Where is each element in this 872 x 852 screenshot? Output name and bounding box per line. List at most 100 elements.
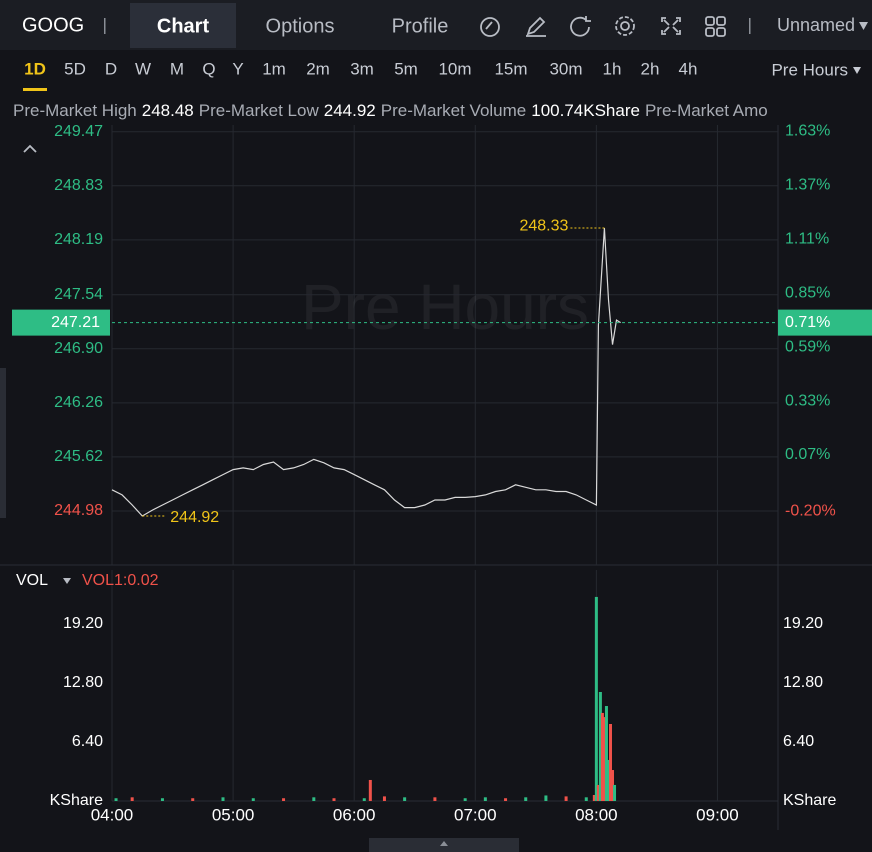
y-tick-label: 6.40 <box>72 733 103 750</box>
y2-tick-label: 1.37% <box>785 176 830 193</box>
interval[interactable]: 5D <box>64 59 86 78</box>
interval[interactable]: 15m <box>494 59 527 78</box>
y-tick-label: 245.62 <box>54 448 103 465</box>
volume-bar <box>544 795 548 801</box>
settings-icon[interactable] <box>615 16 635 36</box>
layout-icon[interactable] <box>705 16 726 37</box>
last-price-label: 247.21 <box>51 314 100 331</box>
volume-bar <box>564 796 568 801</box>
y2-tick-label: 0.07% <box>785 446 830 463</box>
interval[interactable]: 1D <box>24 59 46 78</box>
indicator-name[interactable]: VOL <box>16 572 48 589</box>
interval[interactable]: 30m <box>549 59 582 78</box>
volume-bar <box>463 798 467 801</box>
interval-underline <box>23 88 47 91</box>
volume-bar <box>600 712 604 801</box>
session-select[interactable]: Pre Hours <box>771 60 848 79</box>
y2-tick-label: 0.59% <box>785 338 830 355</box>
separator <box>104 18 106 34</box>
interval[interactable]: 5m <box>394 59 418 78</box>
volume-bar <box>433 797 437 801</box>
volume-bar <box>606 759 610 801</box>
y-tick-label: 248.83 <box>54 177 103 194</box>
annotation: 248.33 <box>519 217 568 234</box>
collapse-icon[interactable] <box>23 144 37 153</box>
volume-bar <box>602 717 606 801</box>
toolbar-icons <box>480 16 868 74</box>
volume-bar <box>160 798 164 801</box>
draw-icon[interactable] <box>526 16 546 37</box>
symbol[interactable]: GOOG <box>22 14 84 36</box>
stats-row: Pre-Market High 248.48 Pre-Market Low 244.9… <box>13 101 768 120</box>
fullscreen-icon[interactable] <box>661 17 681 35</box>
volume-bar <box>524 797 528 801</box>
volume-bar <box>191 798 195 801</box>
volume-bar <box>598 692 602 801</box>
refresh-icon[interactable] <box>570 16 591 37</box>
separator <box>749 18 751 34</box>
y-tick-label: 244.98 <box>54 502 103 519</box>
y2-tick-label: 6.40 <box>783 733 814 750</box>
interval[interactable]: 10m <box>438 59 471 78</box>
x-tick-label: 07:00 <box>454 805 497 824</box>
scroll-arrow <box>440 841 448 846</box>
interval[interactable]: 4h <box>679 59 698 78</box>
interval[interactable]: 1m <box>262 59 286 78</box>
y-tick-label: 247.54 <box>54 286 103 303</box>
volume-bar <box>584 797 588 801</box>
volume-bar <box>362 798 366 801</box>
x-tick-label: 05:00 <box>212 805 255 824</box>
side-handle[interactable] <box>0 368 6 518</box>
volume-bar <box>613 784 617 801</box>
volume-bar <box>368 779 372 801</box>
x-tick-label: 08:00 <box>575 805 618 824</box>
tab[interactable]: Profile <box>392 15 449 37</box>
stat-value: 244.92 <box>324 101 376 120</box>
interval[interactable]: Y <box>232 59 243 78</box>
tab[interactable]: Chart <box>157 15 210 37</box>
interval[interactable]: 1h <box>603 59 622 78</box>
volume-bar <box>130 797 134 801</box>
indicator-value: VOL1:0.02 <box>82 572 159 589</box>
interval[interactable]: D <box>105 59 117 78</box>
y2-tick-label: 12.80 <box>783 674 823 691</box>
interval[interactable]: Q <box>202 59 215 78</box>
interval[interactable]: W <box>135 59 151 78</box>
x-tick-label: 09:00 <box>696 805 739 824</box>
volume-bar <box>608 724 612 801</box>
y-tick-label: 12.80 <box>63 674 103 691</box>
volume-bar <box>382 796 386 801</box>
interval[interactable]: 2m <box>306 59 330 78</box>
stat-value: 100.74KShare <box>531 101 640 120</box>
volume-bar <box>282 798 286 801</box>
y-tick-label: 246.26 <box>54 394 103 411</box>
volume-bar <box>332 798 336 801</box>
y2-tick-label: 0.33% <box>785 392 830 409</box>
layout-name[interactable]: Unnamed <box>777 15 855 35</box>
indicator-dropdown[interactable] <box>63 578 71 584</box>
volume-bar <box>592 795 596 801</box>
interval[interactable]: M <box>170 59 184 78</box>
dropdown-arrow[interactable] <box>859 22 868 30</box>
dropdown-arrow[interactable] <box>853 67 861 74</box>
annotation: 244.92 <box>170 509 219 526</box>
y2-tick-label: 1.63% <box>785 122 830 139</box>
stat-label: Pre-Market Low <box>199 101 320 120</box>
interval[interactable]: 2h <box>641 59 660 78</box>
volume-bar <box>114 798 118 801</box>
price-line <box>111 227 621 517</box>
active-tab-bg <box>130 3 236 48</box>
watermark: Pre Hours <box>301 271 589 343</box>
y-tick-label: KShare <box>50 792 103 809</box>
volume-bar <box>251 798 255 801</box>
indicator-icon[interactable] <box>480 17 500 37</box>
volume-bar <box>504 798 508 801</box>
x-tick-label: 06:00 <box>333 805 376 824</box>
volume-bar <box>403 797 407 801</box>
volume-bar <box>611 770 615 801</box>
tab[interactable]: Options <box>266 15 335 37</box>
interval[interactable]: 3m <box>350 59 374 78</box>
last-price-box <box>12 309 110 336</box>
